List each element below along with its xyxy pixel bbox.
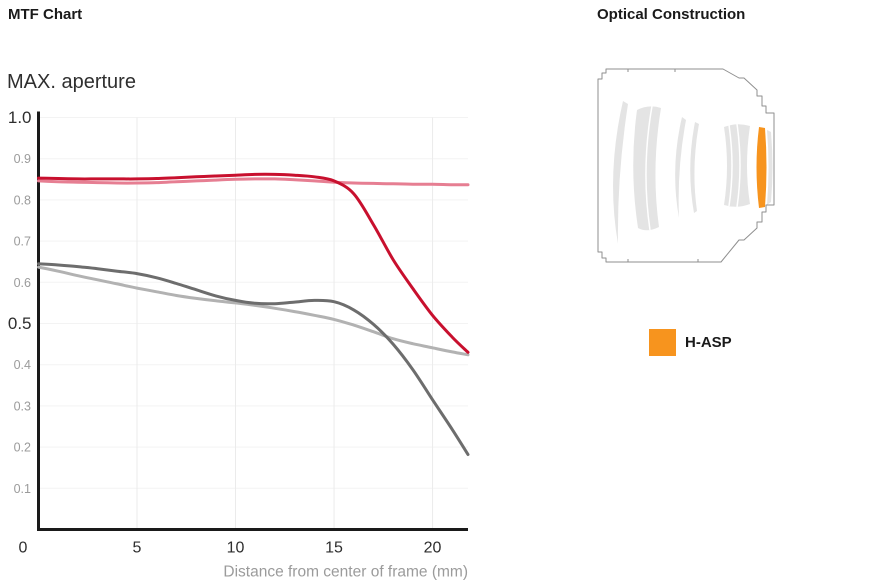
mtf-curve-red-line — [37, 172, 470, 354]
svg-text:5: 5 — [133, 540, 142, 557]
svg-text:15: 15 — [325, 540, 343, 557]
lens-element-4 — [675, 117, 686, 218]
svg-text:0.6: 0.6 — [14, 276, 31, 290]
mtf-subtitle: MAX. aperture — [7, 71, 136, 93]
svg-text:0.9: 0.9 — [14, 152, 31, 166]
hasp-legend-label: H-ASP — [685, 334, 732, 351]
svg-text:10: 10 — [227, 540, 245, 557]
svg-text:0.7: 0.7 — [14, 235, 31, 249]
svg-text:0.8: 0.8 — [14, 193, 31, 207]
lens-element-doublet — [633, 106, 661, 231]
svg-text:20: 20 — [424, 540, 442, 557]
y-tick-labels: 0.9 0.8 0.7 0.6 0.4 0.3 0.2 0.1 1.0 0.5 — [8, 108, 32, 496]
optical-construction-title: Optical Construction — [597, 6, 746, 23]
lens-barrel-outline — [597, 68, 775, 263]
lens-rear-sliver — [767, 130, 773, 205]
mtf-curve-pink-line — [37, 177, 470, 187]
svg-text:1.0: 1.0 — [8, 108, 32, 127]
hasp-legend: H-ASP — [649, 329, 732, 356]
v-gridlines — [136, 117, 434, 530]
lens-element-5 — [690, 122, 699, 213]
svg-text:0.3: 0.3 — [14, 399, 31, 413]
x-tick-labels: 0 5 10 15 20 — [19, 540, 442, 557]
svg-text:0.5: 0.5 — [8, 314, 32, 333]
lens-diagram — [597, 68, 775, 263]
mtf-curve-light-gray-line — [37, 265, 470, 357]
svg-text:0.2: 0.2 — [14, 441, 31, 455]
svg-text:0.1: 0.1 — [14, 482, 31, 496]
barrel-tick-marks — [627, 69, 699, 262]
lens-divider-lines — [645, 105, 741, 231]
mtf-chart-plot: 0.9 0.8 0.7 0.6 0.4 0.3 0.2 0.1 1.0 0.5 0 5 10 15 20 Di… — [8, 108, 470, 581]
hasp-swatch-rect — [649, 329, 676, 356]
x-axis-title: Distance from center of frame (mm) — [223, 564, 468, 581]
mtf-curve-dark-gray-line — [37, 262, 470, 456]
svg-text:0.4: 0.4 — [14, 358, 31, 372]
hasp-lens-element — [756, 127, 767, 208]
mtf-curves — [37, 172, 470, 456]
mtf-chart-title: MTF Chart — [8, 6, 83, 23]
hasp-legend-swatch — [649, 329, 676, 356]
lens-elements — [613, 101, 773, 244]
lens-element-1 — [613, 101, 628, 244]
svg-text:0: 0 — [19, 540, 28, 557]
lens-rear-group — [724, 124, 750, 207]
